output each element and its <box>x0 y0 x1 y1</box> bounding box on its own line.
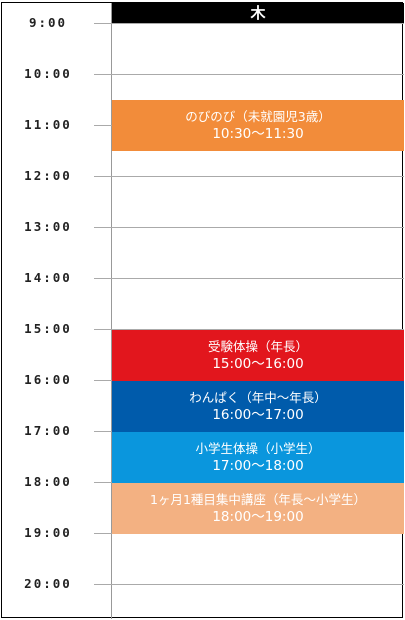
event-title: 1ヶ月1種目集中講座（年長〜小学生） <box>150 492 366 507</box>
event-time: 10:30〜11:30 <box>212 126 304 142</box>
event-title: のびのび（未就園児3歳） <box>185 109 331 124</box>
event-shuchu-koza[interactable]: 1ヶ月1種目集中講座（年長〜小学生） 18:00〜19:00 <box>112 483 404 534</box>
time-label-11: 11:00 <box>24 117 72 132</box>
event-time: 15:00〜16:00 <box>212 356 304 372</box>
time-label-17: 17:00 <box>24 423 72 438</box>
event-nobinobi[interactable]: のびのび（未就園児3歳） 10:30〜11:30 <box>112 100 404 151</box>
time-label-18: 18:00 <box>24 474 72 489</box>
hour-line <box>94 329 404 330</box>
time-label-16: 16:00 <box>24 372 72 387</box>
event-time: 16:00〜17:00 <box>212 407 304 423</box>
hour-line <box>94 584 404 585</box>
hour-line <box>94 23 404 24</box>
event-title: 小学生体操（小学生） <box>195 441 321 456</box>
hour-line <box>94 176 404 177</box>
hour-line <box>94 227 404 228</box>
event-time: 17:00〜18:00 <box>212 458 304 474</box>
event-shogakusei-taiso[interactable]: 小学生体操（小学生） 17:00〜18:00 <box>112 432 404 483</box>
time-label-13: 13:00 <box>24 219 72 234</box>
hour-line <box>94 278 404 279</box>
time-label-10: 10:00 <box>24 66 72 81</box>
column-divider <box>111 3 112 619</box>
event-time: 18:00〜19:00 <box>212 509 304 525</box>
time-label-19: 19:00 <box>24 525 72 540</box>
time-label-9: 9:00 <box>28 15 68 30</box>
time-label-12: 12:00 <box>24 168 72 183</box>
event-wanpaku[interactable]: わんぱく（年中〜年長） 16:00〜17:00 <box>112 381 404 432</box>
event-title: 受験体操（年長） <box>207 339 308 354</box>
time-label-20: 20:00 <box>24 576 72 591</box>
hour-line <box>94 74 404 75</box>
day-header-thursday: 木 <box>112 3 404 24</box>
time-label-15: 15:00 <box>24 321 72 336</box>
event-juken-taiso[interactable]: 受験体操（年長） 15:00〜16:00 <box>112 330 404 381</box>
time-label-14: 14:00 <box>24 270 72 285</box>
event-title: わんぱく（年中〜年長） <box>189 390 327 405</box>
